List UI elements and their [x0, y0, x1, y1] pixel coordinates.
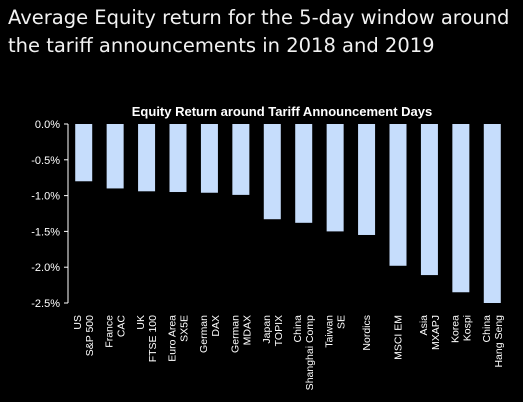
category-label: China Shanghai Comp — [292, 315, 316, 390]
category-label-layer: US S&P 500 France CAC UK FTSE 100 Euro Area SX5… — [72, 315, 505, 391]
heading-line-2: the tariff announcements in 2018 and 201… — [8, 34, 435, 57]
category-label-line: SE — [336, 315, 348, 329]
y-tick-label: 0.0% — [35, 119, 60, 131]
category-label: China Hang Seng — [481, 315, 505, 368]
category-label: Nordics — [361, 315, 373, 351]
category-label-line: MXAPJ — [430, 315, 442, 350]
category-label: German MDAX — [229, 315, 253, 353]
bar — [232, 124, 250, 195]
category-label-line: Asia — [418, 315, 430, 336]
bar — [483, 124, 501, 303]
y-tick-label: -1.0% — [31, 191, 60, 203]
category-label-line: Kospi — [461, 315, 473, 341]
category-label-line: Hang Seng — [493, 315, 505, 368]
category-label-line: MSCI EM — [393, 315, 405, 360]
category-label-line: MDAX — [241, 315, 253, 345]
category-label-line: Korea — [449, 315, 461, 343]
category-label-line: CAC — [116, 315, 128, 338]
y-tick-label: -2.0% — [31, 262, 60, 274]
bar-layer — [75, 124, 501, 303]
category-label-line: German — [229, 315, 241, 353]
bar — [75, 124, 93, 182]
bar — [420, 124, 438, 276]
category-label-line: Taiwan — [324, 315, 336, 348]
axis-layer: 0.0% -0.5% -1.0% -1.5% -2.0% -2.5% — [31, 119, 69, 310]
category-label-line: S&P 500 — [84, 315, 96, 356]
category-label: Japan TOPIX — [261, 315, 285, 346]
category-label: France CAC — [104, 315, 128, 348]
category-label-line: UK — [135, 315, 147, 330]
category-label-line: Euro Area — [167, 315, 179, 362]
bar — [138, 124, 156, 192]
page-heading: Average Equity return for the 5-day wind… — [8, 4, 518, 60]
category-label-line: China — [481, 315, 493, 343]
bar — [200, 124, 218, 193]
bar — [106, 124, 124, 189]
y-tick-label: -1.5% — [31, 226, 60, 238]
category-label: Asia MXAPJ — [418, 315, 442, 350]
bar — [326, 124, 344, 232]
heading-line-1: Average Equity return for the 5-day wind… — [8, 6, 510, 29]
category-label-line: German — [198, 315, 210, 353]
chart-title: Equity Return around Tariff Announcement… — [132, 104, 432, 119]
category-label-line: Shanghai Comp — [304, 315, 316, 390]
category-label-line: TOPIX — [273, 315, 285, 346]
category-label-line: France — [104, 315, 116, 348]
y-tick-label: -2.5% — [31, 298, 60, 310]
category-label-line: Nordics — [361, 315, 373, 351]
category-label: Euro Area SX5E — [167, 315, 191, 362]
bar — [389, 124, 407, 266]
bar — [295, 124, 313, 223]
category-label: Korea Kospi — [449, 315, 473, 343]
bar — [358, 124, 376, 235]
category-label: Taiwan SE — [324, 315, 348, 348]
category-label: UK FTSE 100 — [135, 315, 159, 362]
bar — [263, 124, 281, 220]
category-label: MSCI EM — [393, 315, 405, 360]
category-label-line: US — [72, 315, 84, 330]
category-label-line: Japan — [261, 315, 273, 344]
category-label-line: China — [292, 315, 304, 343]
category-label: US S&P 500 — [72, 315, 96, 356]
category-label-line: DAX — [210, 315, 222, 337]
category-label: German DAX — [198, 315, 222, 353]
bar — [452, 124, 470, 293]
category-label-line: SX5E — [179, 315, 191, 342]
y-tick-label: -0.5% — [31, 155, 60, 167]
category-label-line: FTSE 100 — [147, 315, 159, 362]
bar — [169, 124, 187, 193]
